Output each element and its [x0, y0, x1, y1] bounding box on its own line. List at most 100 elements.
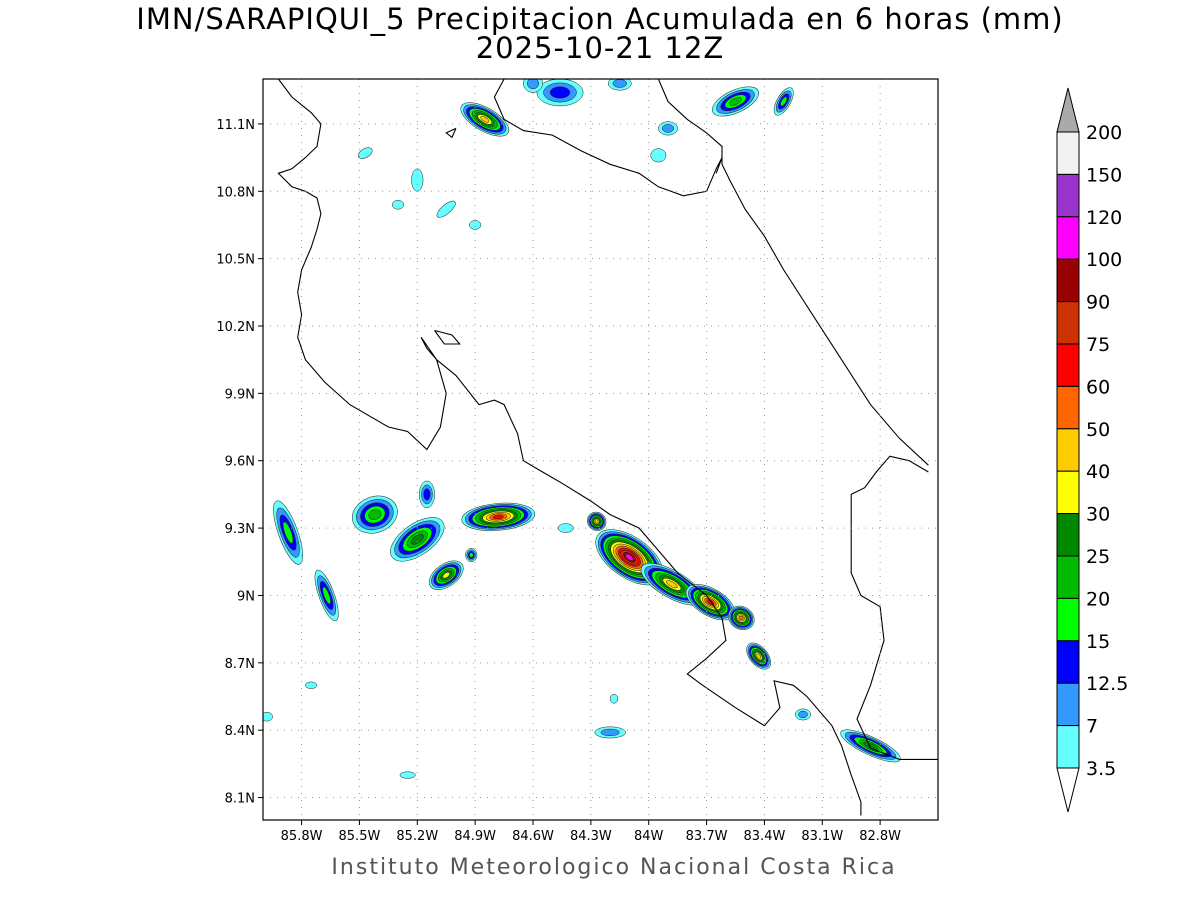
colorbar-swatch	[1056, 682, 1080, 727]
lon-tick-label: 83.1W	[801, 829, 843, 844]
precipitation-cell	[523, 79, 543, 93]
grid-layer	[258, 79, 938, 825]
precipitation-cell	[469, 220, 482, 230]
precip-contour	[728, 97, 743, 106]
colorbar-swatch	[1056, 555, 1080, 599]
colorbar-label: 100	[1086, 249, 1122, 271]
colorbar-swatch	[1056, 725, 1080, 769]
precip-contour	[661, 124, 675, 133]
colorbar-label: 200	[1086, 122, 1122, 144]
precip-contour	[600, 728, 620, 737]
precipitation-cell	[594, 726, 626, 739]
chart-subtitle: 2025-10-21 12Z	[475, 31, 725, 65]
colorbar-swatch	[1056, 640, 1080, 684]
precip-contour	[594, 519, 599, 524]
colorbar-top-arrow	[1056, 87, 1080, 133]
precipitation-cell	[650, 148, 667, 163]
lon-tick-label: 82.8W	[859, 829, 901, 844]
lat-tick-label: 8.1N	[225, 792, 255, 807]
lat-tick-label: 9.9N	[225, 387, 255, 402]
precipitation-cell	[461, 502, 536, 531]
coastline	[850, 455, 929, 506]
precipitation-cell	[536, 79, 584, 107]
precip-contour	[549, 86, 571, 99]
precip-contour	[469, 220, 482, 230]
lon-tick-label: 83.4W	[744, 829, 786, 844]
colorbar-label: 7	[1086, 716, 1098, 738]
precip-contour	[609, 694, 619, 704]
colorbar-label: 150	[1086, 164, 1122, 186]
precipitation-cell	[746, 642, 771, 670]
lat-tick-label: 10.5N	[216, 253, 255, 268]
lat-tick-label: 11.1N	[216, 118, 255, 133]
precipitation-cell	[795, 708, 811, 721]
precipitation-cell	[418, 480, 435, 509]
colorbar-swatch	[1056, 470, 1080, 515]
precip-contour	[557, 523, 574, 533]
precipitation-cell	[352, 495, 398, 534]
lon-tick-label: 84.9W	[454, 829, 496, 844]
lon-tick-label: 85.8W	[281, 829, 323, 844]
colorbar: 200 150 120 100 90 75 60 50 40 30 25 20 15 12.5 7 3.5	[1056, 87, 1128, 813]
colorbar-label: 20	[1086, 588, 1110, 610]
lon-tick-label: 85.2W	[396, 829, 438, 844]
precipitation-cell	[728, 605, 755, 630]
lat-tick-label: 10.2N	[216, 320, 255, 335]
precipitation-cell	[773, 87, 794, 116]
precipitation-cell	[658, 121, 678, 136]
lat-tick-label: 9N	[237, 589, 255, 604]
coastline	[493, 79, 723, 197]
precip-contour	[650, 148, 667, 163]
precipitation-cell	[391, 200, 405, 210]
precipitation-cell	[609, 694, 619, 704]
colorbar-label: 25	[1086, 546, 1110, 568]
precip-contour	[480, 116, 490, 123]
coastline	[277, 79, 862, 816]
precip-contour	[423, 488, 431, 501]
precipitation-layer	[263, 79, 901, 779]
precipitation-cell	[411, 168, 424, 192]
colorbar-bottom-arrow	[1056, 767, 1080, 813]
precipitation-cell	[460, 102, 510, 137]
precip-contour	[391, 200, 405, 210]
latitude-labels: 11.1N 10.8N 10.5N 10.2N 9.9N 9.6N 9.3N 9N 8.7N 8.…	[216, 118, 255, 807]
colorbar-swatch	[1056, 131, 1080, 175]
lon-tick-label: 85.5W	[339, 829, 381, 844]
precip-contour	[738, 615, 744, 621]
precip-contour	[469, 552, 474, 558]
precip-contour	[625, 553, 634, 561]
precipitation-cell	[399, 771, 416, 779]
colorbar-label: 40	[1086, 461, 1110, 483]
precip-contour	[780, 96, 788, 107]
precipitation-cell	[305, 681, 318, 689]
colorbar-swatch	[1056, 597, 1080, 642]
precipitation-cell	[557, 523, 574, 533]
precip-contour	[399, 771, 416, 779]
precipitation-cell	[685, 584, 736, 621]
lat-tick-label: 10.8N	[216, 185, 255, 200]
colorbar-label: 30	[1086, 504, 1110, 526]
lon-tick-label: 84W	[634, 829, 664, 844]
colorbar-swatch	[1056, 173, 1080, 218]
coastline	[850, 505, 938, 760]
precip-contour	[357, 147, 373, 159]
coastline	[657, 79, 929, 466]
precip-contour	[492, 514, 504, 520]
colorbar-label: 60	[1086, 376, 1110, 398]
precip-contour	[263, 711, 273, 722]
precipitation-cell	[587, 511, 607, 531]
colorbar-label: 15	[1086, 631, 1110, 653]
precip-contour	[863, 741, 878, 750]
lat-tick-label: 9.3N	[225, 522, 255, 537]
lon-tick-label: 84.6W	[512, 829, 554, 844]
longitude-labels: 85.8W 85.5W 85.2W 84.9W 84.6W 84.3W 84W 83.7W 83…	[281, 829, 902, 844]
coastline	[445, 127, 457, 139]
precipitation-cell	[273, 500, 303, 565]
lat-tick-label: 8.4N	[225, 724, 255, 739]
precip-contour	[798, 710, 808, 719]
precip-contour	[305, 681, 318, 689]
precip-contour	[526, 79, 540, 90]
footer-credit: Instituto Meteorologico Nacional Costa R…	[331, 855, 897, 880]
precip-contour	[612, 79, 627, 88]
